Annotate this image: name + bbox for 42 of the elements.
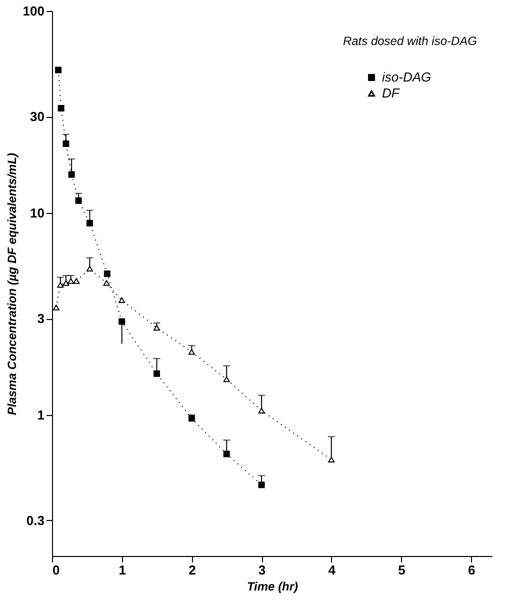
point [62,140,70,148]
point [73,278,80,284]
x-tick-label: 0 [52,562,60,578]
y-tick-label: 100 [22,4,44,18]
point [75,197,82,204]
point [118,318,126,325]
legend-label: iso-DAG [382,70,432,84]
x-tick-label: 1 [118,562,126,578]
x-tick-label: 3 [258,562,266,578]
x-tick-label: 6 [468,562,476,578]
point [68,278,74,284]
point [68,171,75,178]
point [154,324,160,331]
x-tick-label: 2 [188,562,196,578]
point [55,66,62,74]
point [188,349,195,355]
x-tick-label: 4 [328,562,336,578]
point [57,282,64,288]
legend-label: DF [382,86,400,100]
point [258,482,265,488]
point [328,456,335,463]
point [103,280,110,286]
x-tick-label: 5 [398,562,406,578]
point [86,266,93,272]
y-tick-label: 30 [30,109,44,124]
y-tick-label: 0.3 [26,512,44,528]
point [223,450,230,458]
y-tick-label: 1 [37,407,44,422]
y-tick-label: 10 [30,205,44,220]
y-tick-label: 3 [37,311,44,326]
point [223,376,230,382]
point [62,280,70,286]
y-axis-title: Plasma Concentration (µg DF equivalents/mL) [4,152,19,416]
annotation: Rats dosed with iso-DAG [342,34,477,48]
x-axis-title: Time (hr) [246,580,298,594]
point [258,408,265,414]
point [118,297,126,303]
point [58,104,64,112]
point [188,415,195,422]
point [104,270,110,277]
point [154,370,160,377]
point [86,220,93,226]
